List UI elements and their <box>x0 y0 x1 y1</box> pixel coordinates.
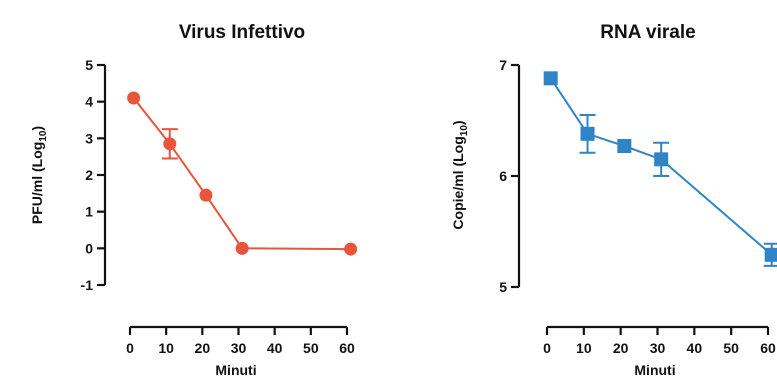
x-tick-label: 10 <box>158 340 174 356</box>
y-tick-label: 1 <box>85 204 93 220</box>
data-point <box>235 241 249 255</box>
y-tick-label: 5 <box>499 279 507 295</box>
data-point <box>127 91 141 105</box>
y-tick-label: 2 <box>85 167 93 183</box>
x-axis-label: Minuti <box>634 362 675 378</box>
x-tick-label: 20 <box>195 340 211 356</box>
y-axis-label: Copie/ml (Log10) <box>450 120 470 229</box>
y-tick-label: 3 <box>85 130 93 146</box>
data-point <box>654 152 669 167</box>
chart-title: RNA virale <box>600 22 695 43</box>
y-tick-label: -1 <box>81 277 94 293</box>
data-point <box>764 247 777 262</box>
x-tick-label: 40 <box>687 340 703 356</box>
x-tick-label: 60 <box>760 340 776 356</box>
y-tick-label: 4 <box>85 94 93 110</box>
x-tick-label: 50 <box>723 340 739 356</box>
y-axis-label: PFU/ml (Log10) <box>29 126 49 224</box>
data-point <box>617 139 632 154</box>
x-tick-label: 30 <box>231 340 247 356</box>
x-axis-label: Minuti <box>215 362 256 378</box>
y-tick-label: 7 <box>499 57 507 73</box>
x-tick-label: 50 <box>303 340 319 356</box>
x-tick-label: 0 <box>126 340 134 356</box>
x-tick-label: 20 <box>613 340 629 356</box>
data-point <box>163 137 177 151</box>
x-tick-label: 60 <box>339 340 355 356</box>
data-point <box>199 188 213 202</box>
data-point <box>580 126 595 141</box>
x-tick-label: 40 <box>267 340 283 356</box>
y-tick-label: 5 <box>85 57 93 73</box>
chart-virus-infettivo: Virus Infettivo Minuti PFU/ml (Log10) -1… <box>29 22 358 378</box>
chart-title: Virus Infettivo <box>179 22 305 43</box>
series-line <box>132 97 351 251</box>
x-tick-label: 10 <box>576 340 592 356</box>
y-tick-label: 6 <box>499 168 507 184</box>
x-tick-label: 0 <box>543 340 551 356</box>
data-point <box>543 71 558 86</box>
data-point <box>344 242 358 256</box>
x-tick-label: 30 <box>650 340 666 356</box>
y-tick-label: 0 <box>85 240 93 256</box>
chart-rna-virale: RNA virale Minuti Copie/ml (Log10) 5 6 7 0 1… <box>450 22 777 378</box>
